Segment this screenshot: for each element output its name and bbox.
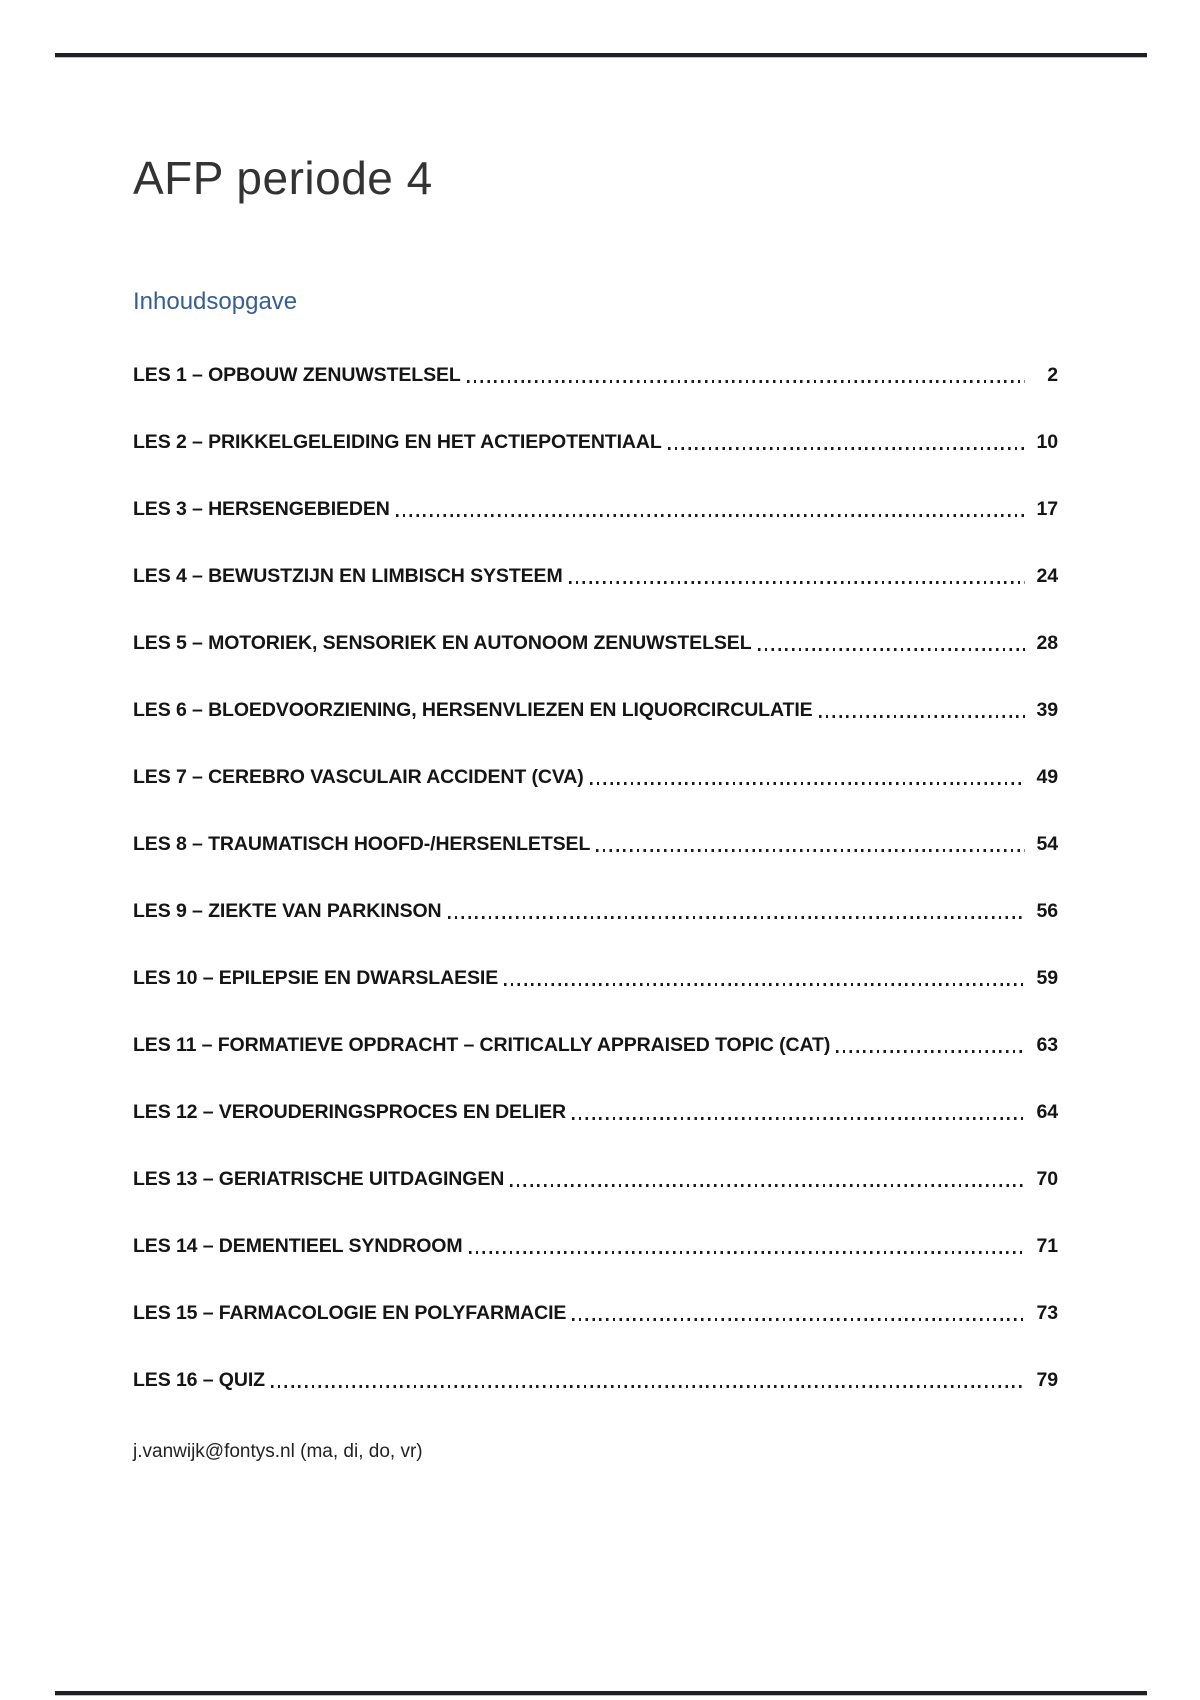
toc-entry-label: LES 5 – MOTORIEK, SENSORIEK EN AUTONOOM … <box>133 632 752 654</box>
toc-entry-page-number: 17 <box>1036 498 1059 520</box>
toc-entry[interactable]: LES 5 – MOTORIEK, SENSORIEK EN AUTONOOM … <box>133 632 1058 655</box>
toc-entry[interactable]: LES 2 – PRIKKELGELEIDING EN HET ACTIEPOT… <box>133 431 1058 454</box>
toc-entry-page-number: 28 <box>1036 632 1059 654</box>
dot-leader <box>447 916 1025 919</box>
toc-heading: Inhoudsopgave <box>133 288 298 315</box>
toc-entry[interactable]: LES 6 – BLOEDVOORZIENING, HERSENVLIEZEN … <box>133 699 1058 722</box>
dot-leader <box>836 1050 1025 1053</box>
dot-leader <box>466 380 1025 383</box>
toc-entry-page-number: 49 <box>1036 766 1059 788</box>
toc-entry-page-number: 24 <box>1036 565 1059 587</box>
toc-entry-page-number: 56 <box>1036 900 1059 922</box>
toc-entry-page-number: 79 <box>1036 1369 1059 1391</box>
toc-entry-label: LES 9 – ZIEKTE VAN PARKINSON <box>133 900 442 922</box>
toc-entry[interactable]: LES 12 – VEROUDERINGSPROCES EN DELIER 64 <box>133 1101 1058 1124</box>
dot-leader <box>271 1385 1025 1388</box>
page-title: AFP periode 4 <box>133 152 433 204</box>
toc-entry[interactable]: LES 9 – ZIEKTE VAN PARKINSON 56 <box>133 900 1058 923</box>
toc-entry[interactable]: LES 15 – FARMACOLOGIE EN POLYFARMACIE 73 <box>133 1302 1058 1325</box>
toc-entry-label: LES 2 – PRIKKELGELEIDING EN HET ACTIEPOT… <box>133 431 662 453</box>
toc-entry[interactable]: LES 8 – TRAUMATISCH HOOFD-/HERSENLETSEL … <box>133 833 1058 856</box>
dot-leader <box>596 849 1025 852</box>
toc-entry-page-number: 64 <box>1036 1101 1059 1123</box>
toc-entry-label: LES 16 – QUIZ <box>133 1369 265 1391</box>
toc-entry-page-number: 39 <box>1036 699 1059 721</box>
toc-entry-page-number: 10 <box>1036 431 1059 453</box>
toc-entry-label: LES 12 – VEROUDERINGSPROCES EN DELIER <box>133 1101 566 1123</box>
toc-entry-label: LES 4 – BEWUSTZIJN EN LIMBISCH SYSTEEM <box>133 565 563 587</box>
toc-entry-page-number: 2 <box>1047 364 1058 386</box>
toc-entry-label: LES 7 – CEREBRO VASCULAIR ACCIDENT (CVA) <box>133 766 584 788</box>
dot-leader <box>504 983 1025 986</box>
toc-entry-page-number: 71 <box>1036 1235 1059 1257</box>
toc-entry-label: LES 8 – TRAUMATISCH HOOFD-/HERSENLETSEL <box>133 833 591 855</box>
toc-entry[interactable]: LES 7 – CEREBRO VASCULAIR ACCIDENT (CVA)… <box>133 766 1058 789</box>
toc-entry-label: LES 14 – DEMENTIEEL SYNDROOM <box>133 1235 463 1257</box>
dot-leader <box>568 581 1025 584</box>
bottom-border-line <box>55 1691 1147 1695</box>
toc-entry-label: LES 15 – FARMACOLOGIE EN POLYFARMACIE <box>133 1302 567 1324</box>
dot-leader <box>667 447 1025 450</box>
toc-entry-page-number: 73 <box>1036 1302 1059 1324</box>
table-of-contents: LES 1 – OPBOUW ZENUWSTELSEL 2 LES 2 – PR… <box>133 364 1058 1436</box>
toc-entry-label: LES 1 – OPBOUW ZENUWSTELSEL <box>133 364 461 386</box>
toc-entry[interactable]: LES 14 – DEMENTIEEL SYNDROOM 71 <box>133 1235 1058 1258</box>
toc-entry[interactable]: LES 1 – OPBOUW ZENUWSTELSEL 2 <box>133 364 1058 387</box>
toc-entry-page-number: 54 <box>1036 833 1059 855</box>
top-border-line <box>55 53 1147 57</box>
toc-entry[interactable]: LES 16 – QUIZ 79 <box>133 1369 1058 1392</box>
dot-leader <box>571 1117 1025 1120</box>
dot-leader <box>510 1184 1025 1187</box>
toc-entry[interactable]: LES 4 – BEWUSTZIJN EN LIMBISCH SYSTEEM 2… <box>133 565 1058 588</box>
toc-entry[interactable]: LES 13 – GERIATRISCHE UITDAGINGEN 70 <box>133 1168 1058 1191</box>
toc-entry-label: LES 10 – EPILEPSIE EN DWARSLAESIE <box>133 967 499 989</box>
toc-entry-label: LES 6 – BLOEDVOORZIENING, HERSENVLIEZEN … <box>133 699 813 721</box>
toc-entry-page-number: 70 <box>1036 1168 1059 1190</box>
dot-leader <box>589 782 1025 785</box>
toc-entry[interactable]: LES 11 – FORMATIEVE OPDRACHT – CRITICALL… <box>133 1034 1058 1057</box>
contact-email-note: j.vanwijk@fontys.nl (ma, di, do, vr) <box>133 1441 423 1462</box>
dot-leader <box>572 1318 1025 1321</box>
toc-entry[interactable]: LES 10 – EPILEPSIE EN DWARSLAESIE 59 <box>133 967 1058 990</box>
toc-entry-label: LES 11 – FORMATIEVE OPDRACHT – CRITICALL… <box>133 1034 831 1056</box>
toc-entry-label: LES 3 – HERSENGEBIEDEN <box>133 498 390 520</box>
toc-entry-label: LES 13 – GERIATRISCHE UITDAGINGEN <box>133 1168 505 1190</box>
toc-entry-page-number: 63 <box>1036 1034 1059 1056</box>
dot-leader <box>757 648 1025 651</box>
dot-leader <box>818 715 1025 718</box>
toc-entry-page-number: 59 <box>1036 967 1059 989</box>
dot-leader <box>395 514 1025 517</box>
toc-entry[interactable]: LES 3 – HERSENGEBIEDEN 17 <box>133 498 1058 521</box>
dot-leader <box>468 1251 1025 1254</box>
